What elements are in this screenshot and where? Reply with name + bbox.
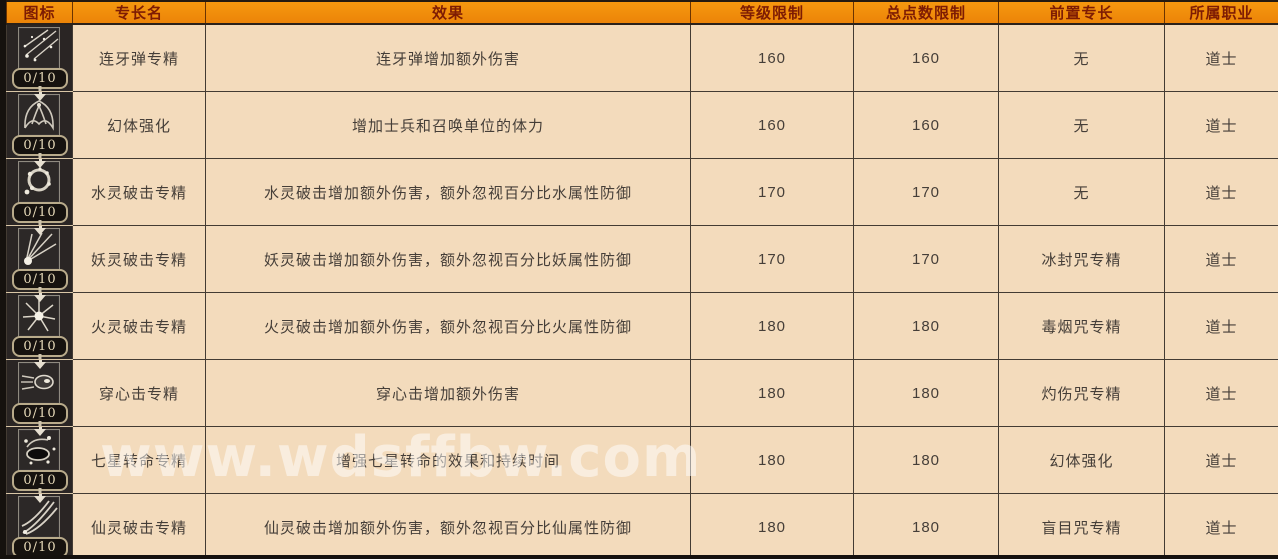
skill-points-badge: 0/10 [12, 135, 68, 156]
skill-icon-cell: 0/10 [6, 225, 73, 293]
points-limit-cell: 170 [853, 158, 999, 226]
connector-stem [38, 287, 42, 292]
perk-effect-cell: 增加士兵和召唤单位的体力 [205, 91, 691, 159]
phantom-wing-icon [18, 94, 60, 136]
perk-effect-cell: 仙灵破击增加额外伤害，额外忽视百分比仙属性防御 [205, 493, 691, 555]
table-row: 0/10 仙灵破击专精 仙灵破击增加额外伤害，额外忽视百分比仙属性防御 180 180 盲… [6, 493, 1278, 555]
connector-stem [38, 421, 42, 426]
perk-effect-cell: 穿心击增加额外伤害 [205, 359, 691, 427]
perk-effect-cell: 妖灵破击增加额外伤害，额外忽视百分比妖属性防御 [205, 225, 691, 293]
skill-icon-cell: 0/10 [6, 359, 73, 427]
skill-icon-cell: 0/10 [6, 23, 73, 92]
level-limit-cell: 180 [690, 292, 854, 360]
perk-effect-cell: 火灵破击增加额外伤害，额外忽视百分比火属性防御 [205, 292, 691, 360]
fire-spark-burst-icon [18, 295, 60, 337]
perk-name-cell: 妖灵破击专精 [72, 225, 206, 293]
perk-effect-cell: 水灵破击增加额外伤害，额外忽视百分比水属性防御 [205, 158, 691, 226]
perk-name-cell: 火灵破击专精 [72, 292, 206, 360]
skill-icon-cell: 0/10 [6, 493, 73, 555]
skill-icon-cell: 0/10 [6, 158, 73, 226]
class-cell: 道士 [1164, 23, 1278, 92]
class-cell: 道士 [1164, 225, 1278, 293]
col-header-icon: 图标 [6, 0, 73, 25]
level-limit-cell: 170 [690, 158, 854, 226]
table-row: 0/10 七星转命专精 增强七星转命的效果和持续时间 180 180 幻体强化 道士 [6, 426, 1278, 494]
class-cell: 道士 [1164, 359, 1278, 427]
class-cell: 道士 [1164, 158, 1278, 226]
skill-icon-cell: 0/10 [6, 91, 73, 159]
level-limit-cell: 180 [690, 359, 854, 427]
points-limit-cell: 180 [853, 292, 999, 360]
level-limit-cell: 160 [690, 91, 854, 159]
points-limit-cell: 160 [853, 91, 999, 159]
skill-icon-cell: 0/10 [6, 426, 73, 494]
points-limit-cell: 180 [853, 493, 999, 555]
water-ring-burst-icon [18, 161, 60, 203]
perk-name-cell: 七星转命专精 [72, 426, 206, 494]
perk-name-cell: 穿心击专精 [72, 359, 206, 427]
prereq-perk-cell: 无 [998, 91, 1165, 159]
level-limit-cell: 180 [690, 426, 854, 494]
class-cell: 道士 [1164, 91, 1278, 159]
prereq-perk-cell: 无 [998, 23, 1165, 92]
perk-name-cell: 连牙弹专精 [72, 23, 206, 92]
level-limit-cell: 160 [690, 23, 854, 92]
table-row: 0/10 穿心击专精 穿心击增加额外伤害 180 180 灼伤咒专精 道士 [6, 359, 1278, 427]
skill-points-badge: 0/10 [12, 202, 68, 223]
table-row: 0/10 水灵破击专精 水灵破击增加额外伤害，额外忽视百分比水属性防御 170 170 无… [6, 158, 1278, 226]
points-limit-cell: 180 [853, 359, 999, 427]
col-header-effect: 效果 [205, 0, 691, 25]
connector-stem [38, 488, 42, 493]
points-limit-cell: 170 [853, 225, 999, 293]
col-header-name: 专长名 [72, 0, 206, 25]
prereq-perk-cell: 毒烟咒专精 [998, 292, 1165, 360]
connector-stem [38, 354, 42, 359]
class-cell: 道士 [1164, 292, 1278, 360]
skill-points-badge: 0/10 [12, 537, 68, 555]
class-cell: 道士 [1164, 426, 1278, 494]
skill-points-badge: 0/10 [12, 470, 68, 491]
col-header-class: 所属职业 [1164, 0, 1278, 25]
perk-name-cell: 幻体强化 [72, 91, 206, 159]
perk-name-cell: 仙灵破击专精 [72, 493, 206, 555]
connector-stem [38, 153, 42, 158]
table-row: 0/10 妖灵破击专精 妖灵破击增加额外伤害，额外忽视百分比妖属性防御 170 170 冰… [6, 225, 1278, 293]
table-row: 0/10 连牙弹专精 连牙弹增加额外伤害 160 160 无道士 [6, 23, 1278, 92]
table-row: 0/10 火灵破击专精 火灵破击增加额外伤害，额外忽视百分比火属性防御 180 180 毒… [6, 292, 1278, 360]
points-limit-cell: 180 [853, 426, 999, 494]
prereq-perk-cell: 盲目咒专精 [998, 493, 1165, 555]
piercing-shot-icon [18, 362, 60, 404]
immortal-slash-icon [18, 496, 60, 538]
col-header-level: 等级限制 [690, 0, 854, 25]
perk-effect-cell: 连牙弹增加额外伤害 [205, 23, 691, 92]
class-cell: 道士 [1164, 493, 1278, 555]
prereq-perk-cell: 幻体强化 [998, 426, 1165, 494]
connector-stem [38, 86, 42, 91]
prereq-perk-cell: 冰封咒专精 [998, 225, 1165, 293]
level-limit-cell: 170 [690, 225, 854, 293]
header-row: 图标 专长名 效果 等级限制 总点数限制 前置专长 所属职业 [6, 0, 1278, 25]
prereq-perk-cell: 灼伤咒专精 [998, 359, 1165, 427]
skill-icon-cell: 0/10 [6, 292, 73, 360]
points-limit-cell: 160 [853, 23, 999, 92]
perk-table: 图标 专长名 效果 等级限制 总点数限制 前置专长 所属职业 0/10 连牙弹专精… [6, 0, 1278, 555]
star-vortex-icon [18, 429, 60, 471]
col-header-points: 总点数限制 [853, 0, 999, 25]
multi-fang-shot-icon [18, 27, 60, 69]
perk-effect-cell: 增强七星转命的效果和持续时间 [205, 426, 691, 494]
level-limit-cell: 180 [690, 493, 854, 555]
prereq-perk-cell: 无 [998, 158, 1165, 226]
connector-stem [38, 220, 42, 225]
col-header-prereq: 前置专长 [998, 0, 1165, 25]
table-row: 0/10 幻体强化 增加士兵和召唤单位的体力 160 160 无道士 [6, 91, 1278, 159]
perk-name-cell: 水灵破击专精 [72, 158, 206, 226]
